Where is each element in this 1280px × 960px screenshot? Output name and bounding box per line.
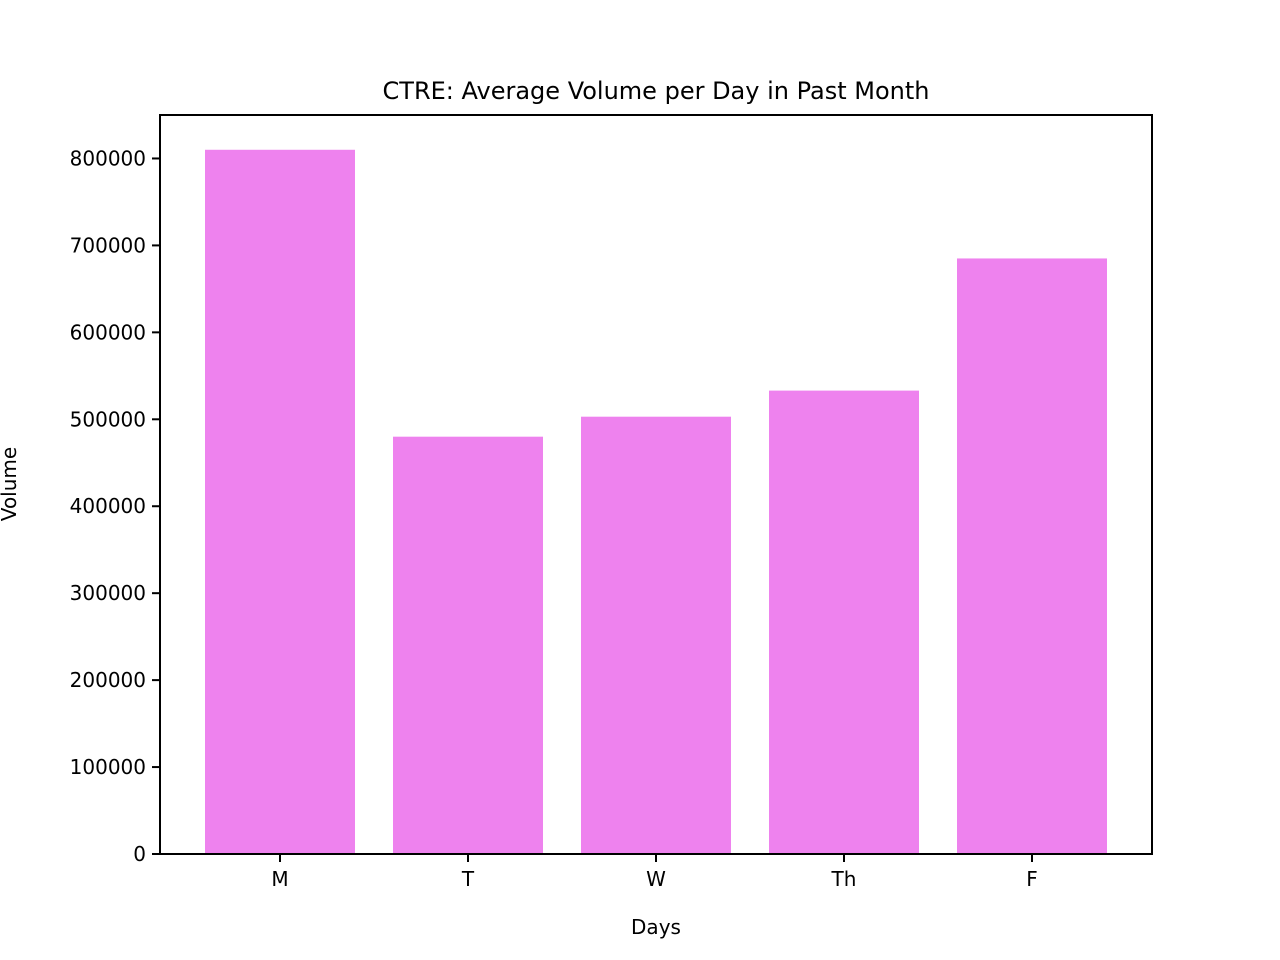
y-tick-label: 100000 bbox=[70, 755, 146, 779]
x-tick-label: M bbox=[271, 867, 288, 891]
y-tick-label: 200000 bbox=[70, 668, 146, 692]
x-axis-ticks: M T W Th F bbox=[271, 854, 1038, 891]
y-tick-label: 0 bbox=[133, 842, 146, 866]
plot-frame bbox=[159, 114, 1153, 855]
y-tick-label: 300000 bbox=[70, 581, 146, 605]
x-tick-label: T bbox=[461, 867, 475, 891]
x-tick-label: W bbox=[646, 867, 666, 891]
y-axis-ticks: 0 100000 200000 300000 400000 500000 600000 700… bbox=[70, 146, 160, 866]
bar-t bbox=[393, 436, 543, 854]
y-tick-label: 800000 bbox=[70, 146, 146, 170]
bar-m bbox=[205, 149, 355, 854]
y-axis-label: Volume bbox=[0, 447, 21, 521]
x-tick-label: Th bbox=[831, 867, 857, 891]
x-axis-label: Days bbox=[631, 915, 681, 939]
bar-f bbox=[957, 258, 1107, 854]
y-tick-label: 400000 bbox=[70, 494, 146, 518]
bars-group bbox=[205, 149, 1107, 854]
y-tick-label: 700000 bbox=[70, 233, 146, 257]
y-tick-label: 500000 bbox=[70, 407, 146, 431]
x-tick-label: F bbox=[1026, 867, 1038, 891]
chart-title: CTRE: Average Volume per Day in Past Mon… bbox=[383, 77, 930, 105]
bar-w bbox=[581, 416, 731, 854]
y-tick-label: 600000 bbox=[70, 320, 146, 344]
bar-th bbox=[769, 390, 919, 854]
